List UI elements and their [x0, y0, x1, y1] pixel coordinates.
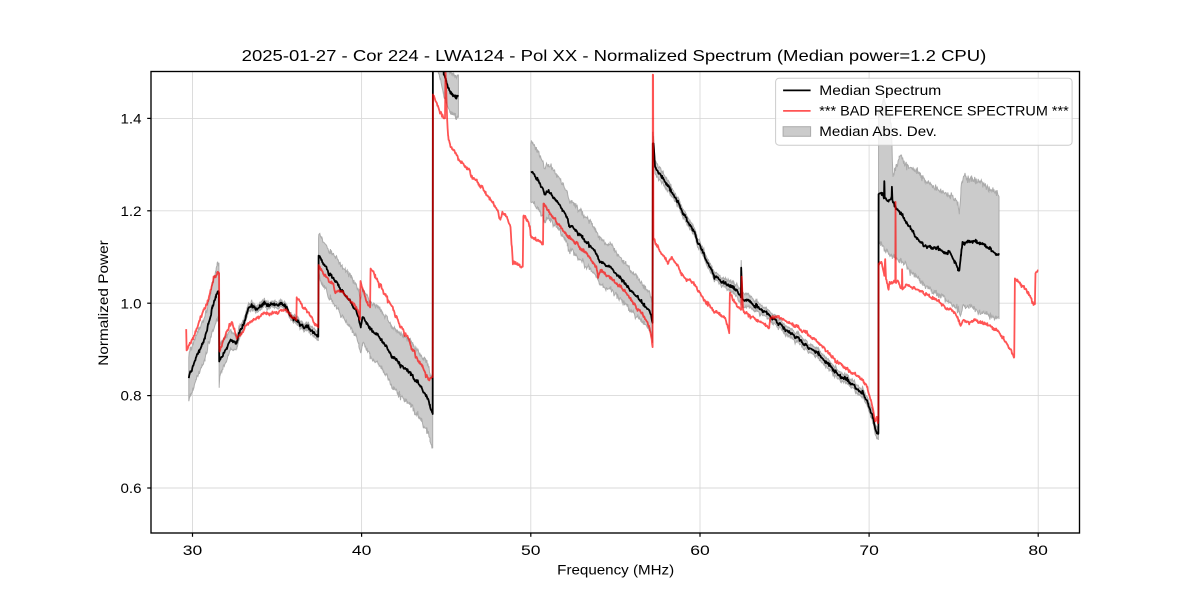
svg-text:Normalized Power: Normalized Power [95, 240, 111, 366]
svg-text:80: 80 [1028, 542, 1048, 558]
svg-text:50: 50 [521, 542, 541, 558]
svg-text:0.6: 0.6 [121, 480, 142, 496]
svg-text:Median Spectrum: Median Spectrum [819, 82, 941, 98]
svg-text:*** BAD REFERENCE SPECTRUM ***: *** BAD REFERENCE SPECTRUM *** [819, 103, 1069, 119]
svg-text:60: 60 [690, 542, 710, 558]
svg-text:30: 30 [183, 542, 203, 558]
svg-text:Frequency (MHz): Frequency (MHz) [557, 562, 674, 578]
svg-text:0.8: 0.8 [121, 388, 142, 404]
svg-text:40: 40 [352, 542, 372, 558]
svg-text:1.0: 1.0 [121, 295, 142, 311]
svg-text:Median Abs. Dev.: Median Abs. Dev. [819, 123, 937, 139]
svg-text:70: 70 [859, 542, 879, 558]
svg-text:2025-01-27 - Cor 224 - LWA124: 2025-01-27 - Cor 224 - LWA124 - Pol XX -… [242, 48, 987, 65]
svg-text:1.4: 1.4 [121, 111, 142, 127]
svg-text:1.2: 1.2 [121, 203, 142, 219]
